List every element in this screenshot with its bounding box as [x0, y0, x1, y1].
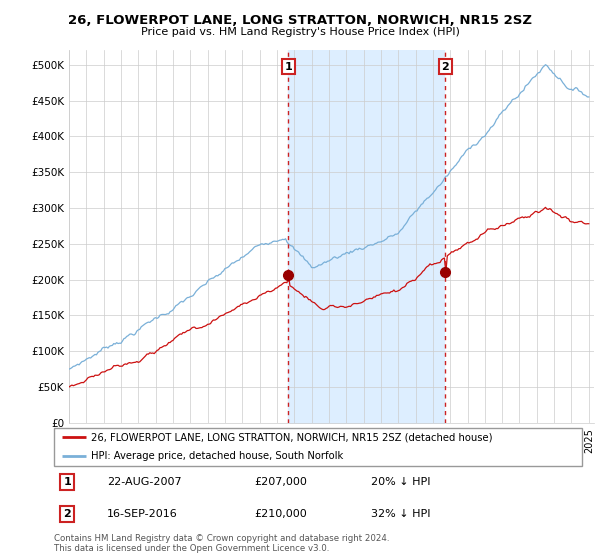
- Text: HPI: Average price, detached house, South Norfolk: HPI: Average price, detached house, Sout…: [91, 451, 343, 461]
- Text: 1: 1: [284, 62, 292, 72]
- Text: 2: 2: [64, 509, 71, 519]
- Text: 32% ↓ HPI: 32% ↓ HPI: [371, 509, 430, 519]
- Text: 26, FLOWERPOT LANE, LONG STRATTON, NORWICH, NR15 2SZ (detached house): 26, FLOWERPOT LANE, LONG STRATTON, NORWI…: [91, 432, 493, 442]
- Text: 1: 1: [64, 477, 71, 487]
- Text: 2: 2: [441, 62, 449, 72]
- Text: 16-SEP-2016: 16-SEP-2016: [107, 509, 178, 519]
- Text: 26, FLOWERPOT LANE, LONG STRATTON, NORWICH, NR15 2SZ: 26, FLOWERPOT LANE, LONG STRATTON, NORWI…: [68, 14, 532, 27]
- Text: Price paid vs. HM Land Registry's House Price Index (HPI): Price paid vs. HM Land Registry's House …: [140, 27, 460, 37]
- Text: £210,000: £210,000: [254, 509, 307, 519]
- Text: Contains HM Land Registry data © Crown copyright and database right 2024.
This d: Contains HM Land Registry data © Crown c…: [54, 534, 389, 553]
- Text: 22-AUG-2007: 22-AUG-2007: [107, 477, 181, 487]
- Text: £207,000: £207,000: [254, 477, 308, 487]
- Text: 20% ↓ HPI: 20% ↓ HPI: [371, 477, 430, 487]
